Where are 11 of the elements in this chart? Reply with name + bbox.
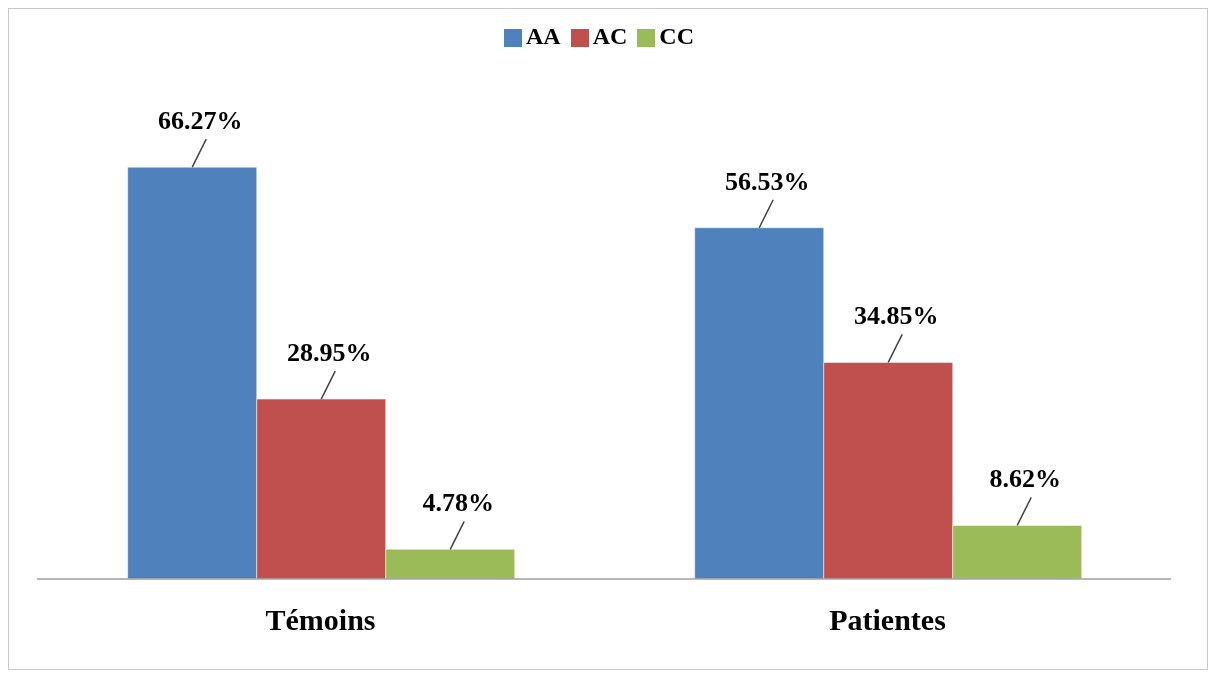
data-label: 4.78% xyxy=(422,488,494,518)
data-label: 66.27% xyxy=(157,106,243,136)
data-label: 8.62% xyxy=(989,464,1061,494)
legend-label: AC xyxy=(592,23,628,49)
data-label: 28.95% xyxy=(286,338,372,368)
legend-label: CC xyxy=(659,23,694,49)
data-label: 56.53% xyxy=(724,166,810,196)
data-label: 34.85% xyxy=(853,301,939,331)
x-tick-label: Témoins xyxy=(265,603,376,637)
x-tick-label: Patientes xyxy=(829,603,946,637)
legend-label: AA xyxy=(525,23,561,49)
